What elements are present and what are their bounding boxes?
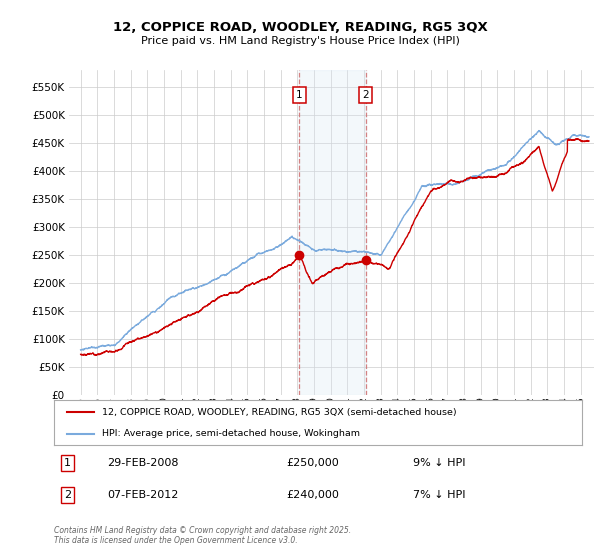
Text: This data is licensed under the Open Government Licence v3.0.: This data is licensed under the Open Gov…	[54, 536, 298, 545]
Text: 1: 1	[64, 458, 71, 468]
Text: Price paid vs. HM Land Registry's House Price Index (HPI): Price paid vs. HM Land Registry's House …	[140, 36, 460, 46]
Text: HPI: Average price, semi-detached house, Wokingham: HPI: Average price, semi-detached house,…	[101, 430, 359, 438]
Text: 29-FEB-2008: 29-FEB-2008	[107, 458, 178, 468]
Text: £240,000: £240,000	[286, 490, 339, 500]
Text: 2: 2	[64, 490, 71, 500]
Text: 2: 2	[362, 90, 369, 100]
Bar	[299, 70, 365, 395]
Text: Contains HM Land Registry data © Crown copyright and database right 2025.: Contains HM Land Registry data © Crown c…	[54, 526, 351, 535]
Text: 9% ↓ HPI: 9% ↓ HPI	[413, 458, 466, 468]
Text: £250,000: £250,000	[286, 458, 339, 468]
Text: 12, COPPICE ROAD, WOODLEY, READING, RG5 3QX: 12, COPPICE ROAD, WOODLEY, READING, RG5 …	[113, 21, 487, 34]
Text: 12, COPPICE ROAD, WOODLEY, READING, RG5 3QX (semi-detached house): 12, COPPICE ROAD, WOODLEY, READING, RG5 …	[101, 408, 456, 417]
Text: 7% ↓ HPI: 7% ↓ HPI	[413, 490, 466, 500]
Text: 07-FEB-2012: 07-FEB-2012	[107, 490, 178, 500]
Text: 1: 1	[296, 90, 302, 100]
